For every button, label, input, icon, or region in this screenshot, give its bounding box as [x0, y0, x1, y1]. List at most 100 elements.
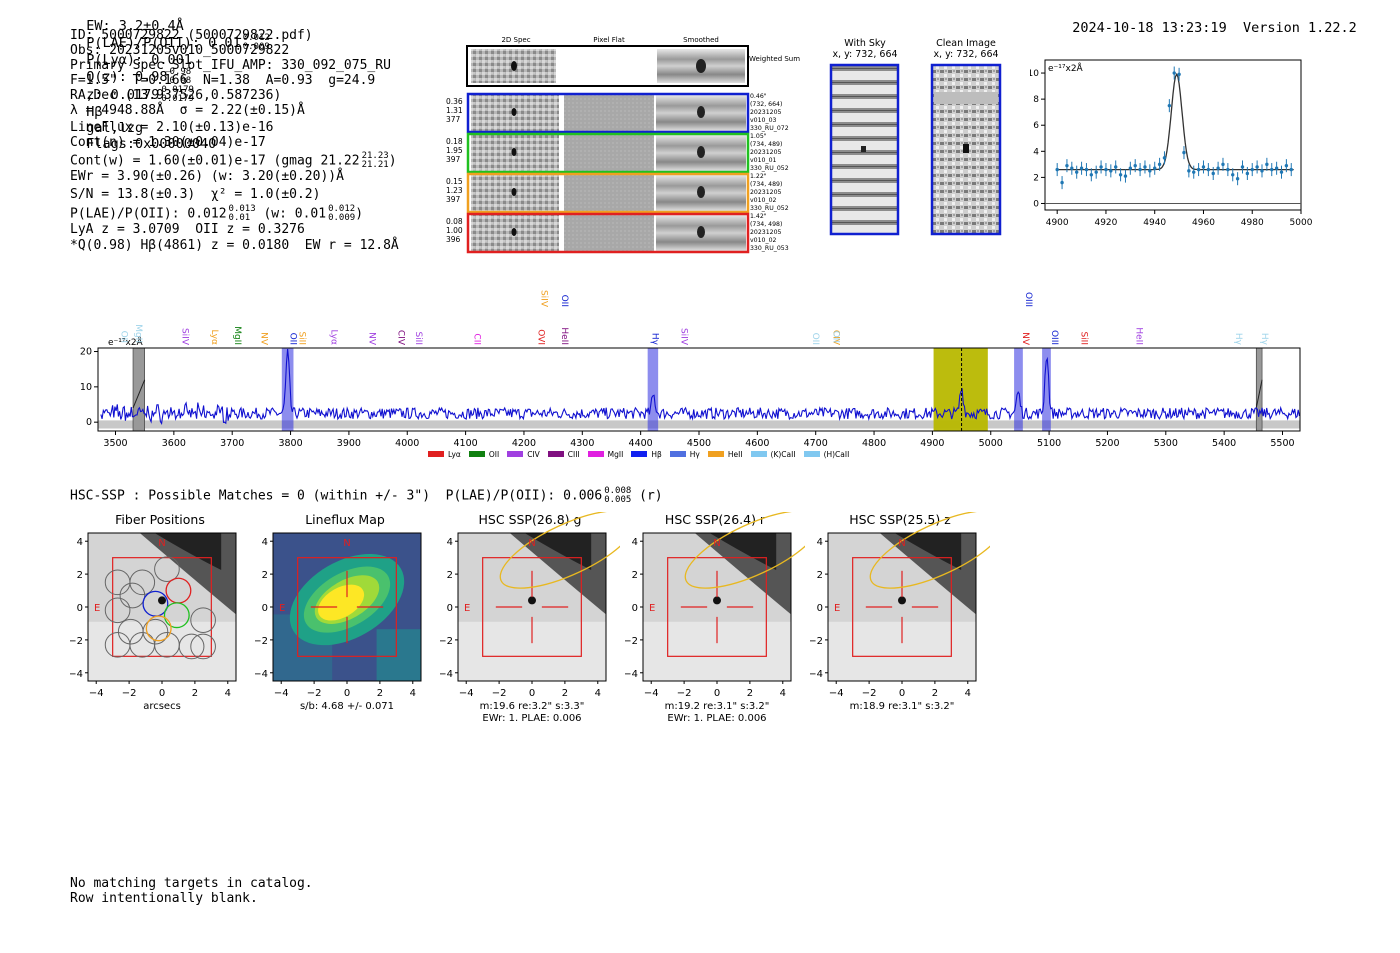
header-qz-lo: 0.98 [169, 76, 192, 86]
spec-noise-band [98, 420, 1300, 429]
info-lineflux: LineFlux = 2.10(±0.13)e-16 [70, 120, 274, 135]
row-frame [466, 172, 750, 214]
row-source-2d [511, 148, 517, 156]
spec-line-label: HeII [559, 327, 569, 345]
hsc-fiber-circles [104, 556, 216, 660]
zoom-data-point [1060, 176, 1064, 190]
spec-xtick-label: 3700 [220, 438, 244, 449]
hsc-xtick-label: −4 [89, 688, 104, 699]
zoom-data-point [1055, 163, 1059, 177]
spec-line-label: CII [471, 333, 481, 345]
hsc-xtick-label: 2 [192, 688, 198, 699]
zoom-xtick-label: 4920 [1094, 218, 1117, 228]
hsc-aperture-box [667, 557, 767, 657]
fiber-green [163, 602, 190, 629]
row-divider [561, 95, 563, 131]
spec-xtick-label: 4500 [687, 438, 711, 449]
legend-item: CIV [507, 447, 540, 461]
row-detail: 330_RU_052 [750, 205, 789, 212]
zoom-data-point [1133, 159, 1137, 173]
legend-label: (K)CaII [770, 449, 796, 459]
spec-xtick-label: 4400 [629, 438, 653, 449]
info-lya: LyA z = 3.0709 OII z = 0.3276 [70, 222, 305, 237]
hsc-ytick-label: −4 [810, 669, 823, 680]
spec-xtick-label: 3600 [162, 438, 186, 449]
hsc-ytick-label: −2 [625, 636, 638, 647]
hsc-ytick-label: −4 [255, 669, 268, 680]
row-detail: 1.22" [750, 173, 767, 180]
with-sky-title: With Sky x, y: 732, 664 [830, 38, 900, 60]
spec-xtick-label: 5200 [1095, 438, 1119, 449]
zoom-data-point [1216, 161, 1220, 175]
compass-n: N [158, 538, 165, 549]
legend-swatch [803, 451, 820, 457]
spec-line-label: MgII [232, 326, 242, 345]
header-z-lo: 0.0179 [161, 94, 194, 104]
header-z-hi: 0.0179 [161, 85, 194, 95]
zoom-data-point [1118, 168, 1123, 182]
spec-xtick-label: 3900 [337, 438, 361, 449]
spec-line-label: OII [118, 331, 128, 343]
header-plae-lo: 0.009 [242, 42, 270, 52]
zoom-data-point [1289, 163, 1293, 177]
compass-e: E [94, 603, 100, 614]
spec-highlight [933, 348, 988, 431]
row-detail: 20231205 [750, 229, 782, 236]
hsc-xtick-label: −2 [862, 688, 877, 699]
spec-xtick-label: 4600 [745, 438, 769, 449]
spec-line-label: CIV [830, 330, 840, 346]
spec-line-label: NV [258, 332, 268, 346]
footer-line2: Row intentionally blank. [70, 891, 258, 906]
zoom-ytick-label: 6 [1033, 121, 1039, 131]
hsc-xtick-label: 0 [899, 688, 905, 699]
spec-line-label: Hγ [1259, 333, 1269, 346]
hsc-xtick-label: 2 [932, 688, 938, 699]
hsc-ytick-label: −4 [70, 669, 83, 680]
zoom-ytick-label: 0 [1033, 199, 1039, 209]
hsc-panel-image [273, 533, 421, 681]
hsc-panel-title: HSC SSP(25.5) z [849, 512, 951, 527]
spec-ytick-label: 10 [80, 382, 92, 393]
header-z-frac: 0.0179 0.0179 [161, 86, 194, 104]
info-contw-hi: 21.23 [361, 151, 389, 161]
legend-swatch [428, 451, 444, 457]
col-smooth-label: Smoothed [683, 36, 719, 44]
hsc-xtick-label: −2 [307, 688, 322, 699]
spec-line-label: SiIV [180, 328, 190, 346]
hsc-panel-image [458, 533, 606, 681]
info-q: *Q(0.98) Hβ(4861) z = 0.0180 EW r = 12.8… [70, 238, 399, 253]
row-frame [466, 92, 750, 134]
zoom-ytick-label: 2 [1033, 173, 1039, 183]
row-source-2d [511, 228, 517, 236]
hsc-caption-2: EWr: 1. PLAE: 0.006 [667, 713, 766, 724]
hsc-caption-1: m:18.9 re:3.1" s:3.2" [850, 701, 955, 712]
hsc-caption-1: s/b: 4.68 +/- 0.071 [300, 701, 394, 712]
spec-xtick-label: 4200 [512, 438, 536, 449]
weighted-sum-label: Weighted Sum [749, 55, 800, 63]
row-flat-image [564, 135, 654, 171]
row-frame [466, 212, 750, 254]
zoom-data-point [1240, 160, 1245, 174]
legend-swatch [707, 451, 724, 457]
zoom-xtick-label: 4900 [1046, 218, 1069, 228]
spec-ytick-label: 20 [80, 347, 92, 358]
hsc-crosshair [680, 570, 754, 644]
compass-e: E [464, 603, 470, 614]
zoom-data-point [1196, 163, 1201, 177]
hsc-xtick-label: 0 [159, 688, 165, 699]
zoom-data-point [1104, 163, 1108, 177]
row-source-smooth [697, 186, 705, 198]
spec-xtick-label: 4800 [862, 438, 886, 449]
row-detail: 20231205 [750, 109, 782, 116]
hsc-galaxy-ellipse [869, 512, 990, 589]
row-detail: 0.46" [750, 93, 767, 100]
row-detail: (732, 664) [750, 101, 782, 108]
info-id: ID: 5000729822 (5000729822.pdf) [70, 28, 313, 43]
legend-item: HeII [707, 447, 743, 461]
row-weight2: 1.23 [446, 186, 463, 195]
spec-line-label: CIV [396, 330, 406, 346]
zoom-fit-curve [1057, 72, 1294, 171]
spec-xtick-label: 5000 [979, 438, 1003, 449]
hsc-xtick-label: 0 [344, 688, 350, 699]
